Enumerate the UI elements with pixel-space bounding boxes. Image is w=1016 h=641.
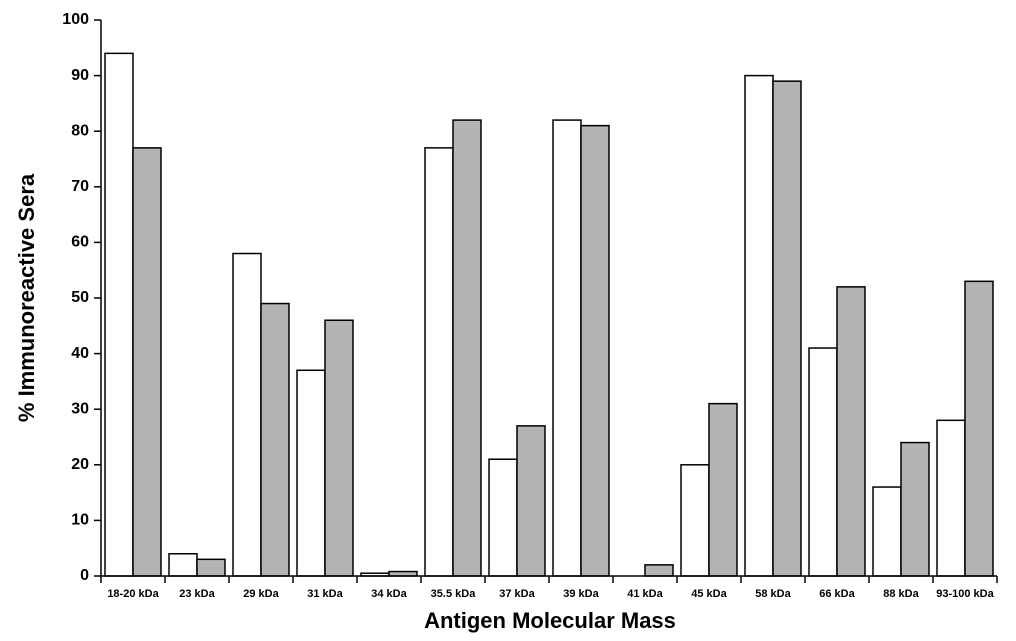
bar xyxy=(232,252,262,577)
y-tick-label: 100 xyxy=(62,11,89,28)
bar xyxy=(964,280,994,577)
bar xyxy=(296,369,326,577)
bar xyxy=(196,558,226,577)
y-tick-label: 20 xyxy=(71,456,89,473)
x-tick-label: 34 kDa xyxy=(371,588,407,600)
y-tick-label: 40 xyxy=(71,345,89,362)
bar xyxy=(772,80,802,577)
x-tick-label: 58 kDa xyxy=(755,588,791,600)
bar xyxy=(104,52,134,577)
bar xyxy=(132,147,162,577)
y-tick-label: 80 xyxy=(71,122,89,139)
x-tick-label: 88 kDa xyxy=(883,588,919,600)
x-tick-label: 31 kDa xyxy=(307,588,343,600)
bar xyxy=(260,302,290,577)
bar xyxy=(708,402,738,577)
bar xyxy=(644,564,674,577)
bar xyxy=(424,147,454,577)
x-tick-label: 66 kDa xyxy=(819,588,855,600)
bar xyxy=(900,441,930,577)
x-axis-title: Antigen Molecular Mass xyxy=(424,608,676,633)
x-tick-label: 37 kDa xyxy=(499,588,535,600)
x-tick-label: 39 kDa xyxy=(563,588,599,600)
y-tick-label: 90 xyxy=(71,67,89,84)
y-tick-label: 0 xyxy=(80,567,89,584)
bar xyxy=(452,119,482,577)
bar xyxy=(836,286,866,577)
bar xyxy=(324,319,354,577)
x-tick-label: 93-100 kDa xyxy=(936,588,994,600)
bar xyxy=(552,119,582,577)
y-tick-label: 60 xyxy=(71,234,89,251)
bar xyxy=(936,419,966,577)
y-tick-label: 30 xyxy=(71,400,89,417)
bar xyxy=(168,553,198,577)
x-tick-label: 41 kDa xyxy=(627,588,663,600)
bar xyxy=(488,458,518,577)
bar xyxy=(580,124,610,577)
y-tick-label: 50 xyxy=(71,289,89,306)
bar xyxy=(872,486,902,577)
bar xyxy=(680,464,710,577)
bar xyxy=(808,347,838,577)
bar xyxy=(744,74,774,577)
bar xyxy=(516,425,546,577)
x-tick-label: 23 kDa xyxy=(179,588,215,600)
y-tick-label: 10 xyxy=(71,512,89,529)
x-tick-label: 29 kDa xyxy=(243,588,279,600)
x-tick-label: 18-20 kDa xyxy=(107,588,159,600)
y-axis-title: % Immunoreactive Sera xyxy=(14,173,39,422)
x-tick-label: 45 kDa xyxy=(691,588,727,600)
y-tick-label: 70 xyxy=(71,178,89,195)
x-tick-label: 35.5 kDa xyxy=(431,588,477,600)
